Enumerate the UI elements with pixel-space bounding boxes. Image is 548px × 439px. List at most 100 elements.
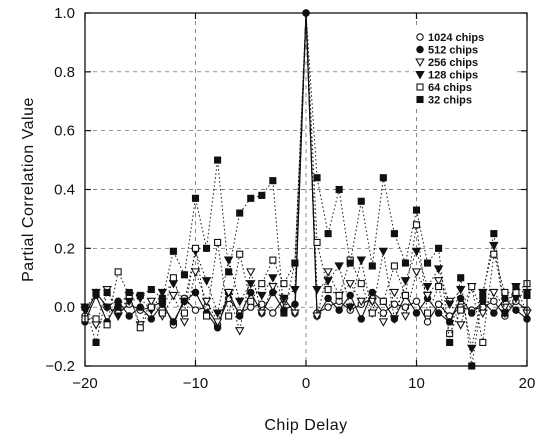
legend-label: 1024 chips	[428, 32, 484, 44]
data-point	[269, 256, 277, 264]
legend-label: 32 chips	[428, 95, 472, 107]
data-point	[356, 256, 366, 266]
data-point	[423, 259, 432, 267]
x-axis-title: Chip Delay	[264, 417, 347, 434]
data-point	[467, 309, 476, 317]
data-point	[390, 300, 399, 308]
data-point	[411, 247, 422, 257]
data-point	[455, 285, 466, 295]
data-point	[334, 262, 344, 271]
legend-marker	[415, 58, 425, 67]
data-point	[180, 309, 188, 317]
data-point	[389, 315, 400, 324]
data-point	[280, 309, 288, 317]
data-point	[401, 291, 410, 299]
data-point	[290, 285, 300, 295]
data-point	[235, 312, 244, 320]
legend-label: 128 chips	[428, 70, 478, 82]
data-point	[91, 288, 101, 298]
data-point	[258, 280, 266, 288]
series-line	[84, 12, 528, 367]
data-point	[212, 309, 223, 318]
data-point	[512, 283, 520, 291]
data-point	[223, 288, 234, 298]
data-point	[257, 291, 267, 301]
data-point	[312, 312, 322, 321]
data-point	[368, 309, 376, 317]
data-point	[203, 312, 211, 320]
data-point	[158, 294, 166, 302]
data-point	[136, 324, 144, 332]
data-point	[291, 300, 299, 308]
data-point	[214, 238, 222, 246]
data-point	[280, 280, 288, 288]
data-point	[147, 315, 156, 323]
data-point	[324, 294, 332, 303]
data-point	[412, 206, 421, 214]
data-point	[114, 303, 122, 311]
x-tick-label: 10	[408, 375, 425, 392]
data-point	[103, 288, 111, 297]
data-point	[313, 238, 321, 246]
data-point	[212, 318, 223, 327]
data-point	[324, 303, 332, 311]
data-point	[423, 318, 432, 326]
x-tick-label: 0	[302, 375, 310, 392]
legend-marker	[416, 45, 424, 54]
data-point	[269, 177, 277, 185]
data-point	[268, 274, 278, 283]
legend-background	[414, 28, 514, 108]
data-point	[279, 294, 289, 304]
data-point	[246, 280, 256, 289]
data-point	[92, 315, 100, 323]
data-point	[457, 274, 465, 282]
y-tick-label: 0.4	[54, 182, 75, 199]
data-point	[479, 338, 487, 347]
data-point	[446, 338, 454, 347]
data-point	[234, 297, 245, 307]
data-point	[247, 288, 255, 297]
data-point	[390, 262, 398, 270]
data-point	[312, 285, 322, 295]
data-point	[357, 315, 365, 323]
data-point	[346, 291, 354, 300]
data-point	[290, 309, 300, 318]
data-point	[401, 303, 410, 311]
data-point	[191, 288, 200, 297]
data-point	[168, 280, 179, 289]
data-point	[433, 265, 444, 274]
data-point	[323, 268, 333, 277]
data-point	[203, 244, 211, 252]
data-point	[236, 250, 244, 258]
y-tick-label: 0.0	[54, 299, 75, 316]
data-point	[335, 306, 343, 314]
data-point	[435, 283, 443, 291]
data-point	[136, 303, 145, 311]
data-point	[389, 288, 400, 298]
data-point	[490, 309, 498, 317]
data-point	[201, 277, 212, 286]
data-point	[125, 288, 133, 297]
data-point	[258, 300, 266, 308]
data-point	[335, 291, 343, 299]
data-point	[92, 338, 100, 347]
data-point	[445, 318, 454, 326]
data-point	[258, 191, 266, 199]
data-point	[478, 309, 488, 318]
legend-marker	[416, 83, 424, 91]
data-point	[412, 221, 421, 229]
data-point	[147, 285, 155, 294]
data-point	[223, 256, 234, 266]
data-point	[422, 283, 433, 292]
data-point	[179, 318, 190, 327]
data-point	[269, 309, 277, 317]
data-point	[434, 309, 443, 317]
data-point	[345, 280, 355, 289]
data-point	[434, 300, 443, 308]
y-tick-label: −0.2	[45, 358, 75, 375]
data-point	[411, 268, 422, 277]
data-point	[501, 309, 509, 317]
data-point	[512, 306, 520, 314]
